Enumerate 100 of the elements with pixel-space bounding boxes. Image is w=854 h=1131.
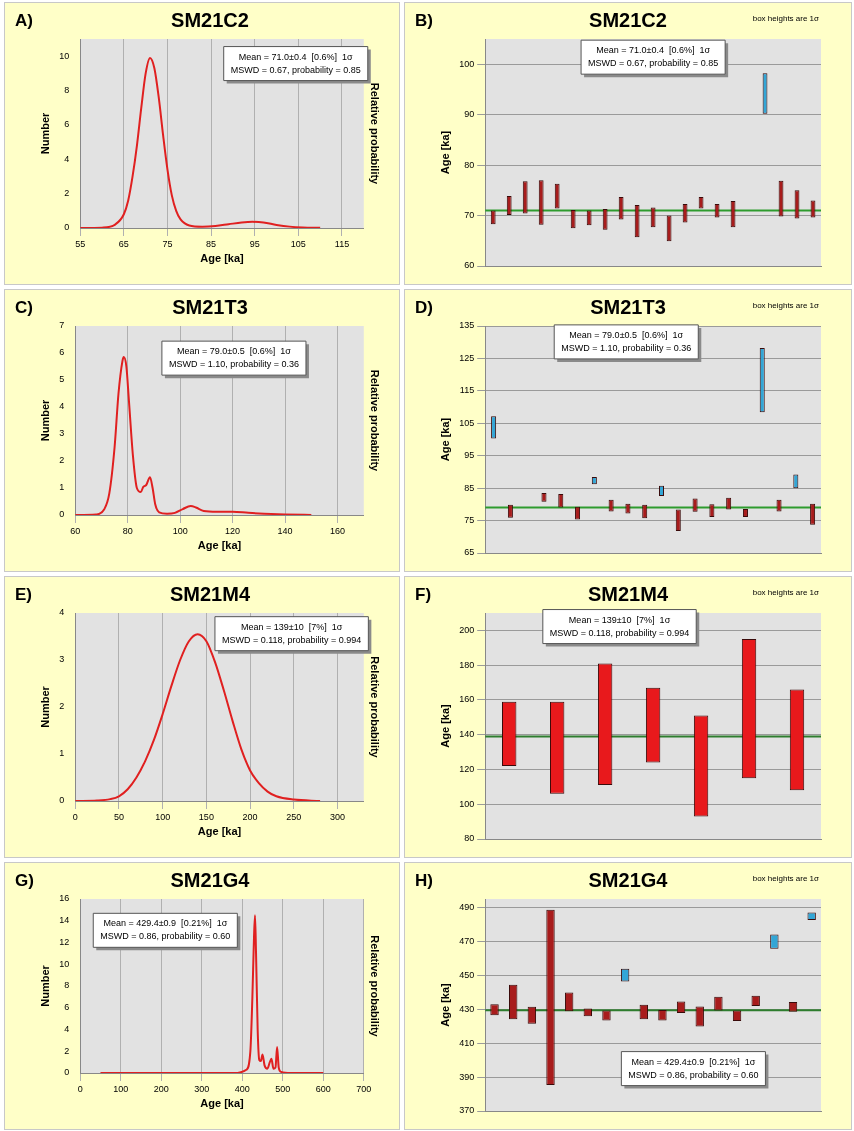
y-tick-label: 12 bbox=[59, 936, 70, 947]
x-axis-title: Age [ka] bbox=[200, 252, 245, 265]
x-tick-label: 250 bbox=[286, 811, 302, 822]
y-tick-label: 4 bbox=[59, 401, 65, 412]
y-tick-label: 90 bbox=[464, 109, 475, 120]
annotation: Mean = 79.0±0.5 [0.6%] 1σ bbox=[569, 329, 684, 340]
x-tick-label: 100 bbox=[113, 1083, 129, 1094]
annotation: MSWD = 0.67, probability = 0.85 bbox=[588, 58, 719, 69]
x-tick-label: 200 bbox=[153, 1083, 169, 1094]
y-tick-label: 7 bbox=[59, 320, 65, 331]
y-tick-label: 160 bbox=[459, 694, 475, 705]
chart-title: SM21M4 bbox=[587, 582, 669, 605]
x-tick-label: 120 bbox=[225, 525, 241, 536]
annotation: Mean = 139±10 [7%] 1σ bbox=[568, 614, 671, 625]
x-tick-label: 50 bbox=[113, 811, 124, 822]
y-tick-label: 4 bbox=[59, 607, 65, 618]
y-tick-label: 1 bbox=[59, 748, 65, 759]
y-axis-title: Number bbox=[38, 685, 51, 728]
y-tick-label: 105 bbox=[459, 417, 475, 428]
x-tick-label: 85 bbox=[206, 238, 217, 249]
chart-title: SM21G4 bbox=[170, 868, 251, 891]
annotation: MSWD = 1.10, probability = 0.36 bbox=[168, 359, 299, 370]
text: H) bbox=[415, 871, 433, 891]
y-tick-label: 120 bbox=[459, 763, 475, 774]
annotation: MSWD = 0.118, probability = 0.994 bbox=[549, 627, 690, 638]
y-tick-label: 3 bbox=[59, 654, 65, 665]
y-tick-label: 0 bbox=[64, 222, 70, 233]
y-tick-label: 6 bbox=[64, 119, 70, 130]
y-axis-title: Age [ka] bbox=[438, 417, 451, 462]
y-axis-title: Number bbox=[38, 964, 51, 1007]
x-tick-label: 400 bbox=[234, 1083, 250, 1094]
annotation: MSWD = 0.86, probability = 0.60 bbox=[628, 1069, 759, 1080]
y-tick-label: 370 bbox=[459, 1105, 475, 1116]
annotation: Mean = 429.4±0.9 [0.21%] 1σ bbox=[631, 1056, 756, 1067]
y2-axis-title: Relative probability bbox=[369, 935, 382, 1038]
y-tick-label: 6 bbox=[64, 1002, 70, 1013]
y-axis-title: Age [ka] bbox=[438, 130, 451, 175]
x-tick-label: 80 bbox=[122, 525, 133, 536]
y-tick-label: 16 bbox=[59, 893, 70, 904]
y-tick-label: 0 bbox=[59, 509, 65, 520]
y-tick-label: 2 bbox=[59, 701, 65, 712]
annotation: MSWD = 1.10, probability = 0.36 bbox=[561, 342, 692, 353]
line-series bbox=[75, 356, 313, 515]
y-tick-label: 5 bbox=[59, 374, 65, 385]
x-axis-title: Age [ka] bbox=[200, 1097, 245, 1110]
x-tick-label: 105 bbox=[290, 238, 306, 249]
y-tick-label: 80 bbox=[464, 833, 475, 844]
annotation: Mean = 71.0±0.4 [0.6%] 1σ bbox=[238, 51, 354, 62]
x-tick-label: 500 bbox=[275, 1083, 291, 1094]
y-tick-label: 180 bbox=[459, 659, 475, 670]
chart-title: SM21C2 bbox=[171, 8, 249, 31]
y2-axis-title: Relative probability bbox=[369, 369, 382, 473]
y-tick-label: 60 bbox=[464, 260, 475, 271]
annotation: MSWD = 0.67, probability = 0.85 bbox=[230, 64, 361, 75]
y-tick-label: 85 bbox=[464, 482, 475, 493]
y-tick-label: 1 bbox=[59, 482, 65, 493]
annotation: Mean = 79.0±0.5 [0.6%] 1σ bbox=[177, 346, 292, 357]
x-tick-label: 200 bbox=[242, 811, 258, 822]
x-tick-label: 160 bbox=[330, 525, 346, 536]
x-tick-label: 300 bbox=[194, 1083, 210, 1094]
y-tick-label: 100 bbox=[459, 58, 475, 69]
y-tick-label: 2 bbox=[64, 188, 70, 199]
y-tick-label: 470 bbox=[459, 935, 475, 946]
x-tick-label: 700 bbox=[356, 1083, 372, 1094]
annotation: MSWD = 0.118, probability = 0.994 bbox=[221, 634, 362, 645]
y-tick-label: 140 bbox=[459, 729, 475, 740]
line-series bbox=[99, 914, 325, 1073]
y-tick-label: 100 bbox=[459, 798, 475, 809]
y-tick-label: 135 bbox=[459, 320, 475, 331]
text: box heights are 1σ bbox=[752, 874, 820, 884]
y-tick-label: 8 bbox=[64, 980, 70, 991]
annotation: Mean = 71.0±0.4 [0.6%] 1σ bbox=[596, 45, 711, 56]
y-tick-label: 10 bbox=[59, 50, 70, 61]
y-axis-title: Age [ka] bbox=[438, 982, 451, 1027]
x-tick-label: 300 bbox=[330, 811, 346, 822]
annotation: Mean = 139±10 [7%] 1σ bbox=[241, 621, 343, 632]
annotation: MSWD = 0.86, probability = 0.60 bbox=[100, 931, 231, 942]
x-tick-label: 75 bbox=[162, 238, 173, 249]
x-tick-label: 600 bbox=[315, 1083, 331, 1094]
x-tick-label: 140 bbox=[277, 525, 293, 536]
chart-title: SM21C2 bbox=[589, 8, 667, 31]
chart-title: SM21M4 bbox=[169, 582, 251, 605]
y-tick-label: 200 bbox=[459, 624, 475, 635]
x-tick-label: 100 bbox=[155, 811, 171, 822]
y2-axis-title: Relative probability bbox=[369, 82, 382, 186]
y-tick-label: 10 bbox=[59, 958, 70, 969]
y-tick-label: 2 bbox=[64, 1045, 70, 1056]
text: box heights are 1σ bbox=[752, 14, 820, 24]
text: D) bbox=[415, 298, 433, 318]
x-axis-title: Age [ka] bbox=[197, 539, 242, 552]
x-tick-label: 95 bbox=[249, 238, 260, 249]
y-tick-label: 430 bbox=[459, 1003, 475, 1014]
y-tick-label: 4 bbox=[64, 1023, 70, 1034]
y-tick-label: 80 bbox=[464, 159, 475, 170]
y-axis-title: Age [ka] bbox=[438, 703, 451, 748]
y-tick-label: 65 bbox=[464, 547, 475, 558]
x-tick-label: 0 bbox=[77, 1083, 83, 1094]
y-tick-label: 0 bbox=[64, 1067, 70, 1078]
y-tick-label: 14 bbox=[59, 915, 70, 926]
y-tick-label: 75 bbox=[464, 515, 475, 526]
